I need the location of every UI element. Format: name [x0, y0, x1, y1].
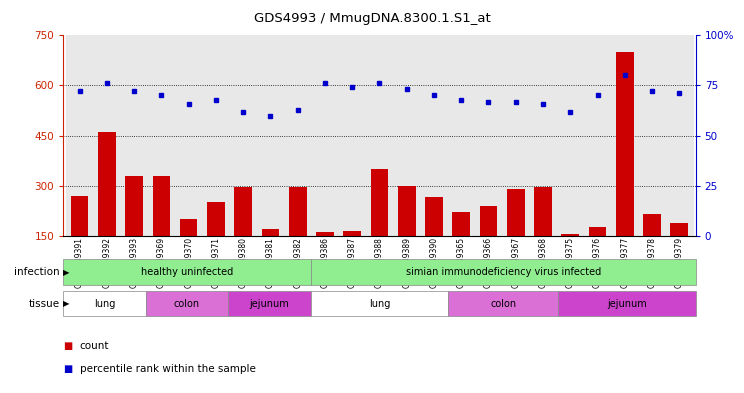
Bar — [63, 259, 311, 285]
Bar — [207, 202, 225, 236]
Text: ■: ■ — [63, 341, 72, 351]
Bar — [66, 35, 93, 236]
Bar — [448, 291, 558, 316]
Text: ■: ■ — [63, 364, 72, 375]
Bar — [316, 232, 334, 236]
Bar — [666, 35, 693, 236]
Bar — [311, 291, 448, 316]
Bar — [146, 291, 228, 316]
Bar — [452, 212, 470, 236]
Text: ▶: ▶ — [62, 299, 69, 308]
Bar — [480, 206, 497, 236]
Bar — [339, 35, 366, 236]
Bar — [311, 35, 339, 236]
Bar — [393, 35, 420, 236]
Text: tissue: tissue — [28, 299, 60, 309]
Bar — [475, 35, 502, 236]
Text: jejunum: jejunum — [607, 299, 647, 309]
Bar — [284, 35, 311, 236]
Bar — [502, 35, 530, 236]
Text: lung: lung — [94, 299, 115, 309]
Text: colon: colon — [490, 299, 516, 309]
Text: colon: colon — [174, 299, 200, 309]
Bar — [643, 214, 661, 236]
Bar — [366, 35, 393, 236]
Bar — [311, 259, 696, 285]
Bar — [611, 35, 638, 236]
Bar — [63, 291, 146, 316]
Bar — [638, 35, 666, 236]
Bar — [530, 35, 557, 236]
Bar — [343, 231, 361, 236]
Bar — [153, 176, 170, 236]
Bar — [228, 291, 311, 316]
Text: GDS4993 / MmugDNA.8300.1.S1_at: GDS4993 / MmugDNA.8300.1.S1_at — [254, 12, 490, 25]
Bar — [557, 35, 584, 236]
Bar — [148, 35, 175, 236]
Bar — [425, 197, 443, 236]
Text: infection: infection — [14, 267, 60, 277]
Bar — [589, 228, 606, 236]
Bar — [616, 52, 634, 236]
Text: ▶: ▶ — [62, 268, 69, 277]
Bar — [584, 35, 611, 236]
Bar — [262, 229, 279, 236]
Text: lung: lung — [369, 299, 390, 309]
Bar — [229, 35, 257, 236]
Text: healthy uninfected: healthy uninfected — [141, 267, 233, 277]
Bar — [121, 35, 148, 236]
Bar — [448, 35, 475, 236]
Bar — [257, 35, 284, 236]
Bar — [507, 189, 525, 236]
Bar — [98, 132, 116, 236]
Text: count: count — [80, 341, 109, 351]
Bar — [558, 291, 696, 316]
Bar — [371, 169, 388, 236]
Bar — [175, 35, 202, 236]
Bar — [670, 223, 688, 236]
Bar — [534, 187, 552, 236]
Text: jejunum: jejunum — [249, 299, 289, 309]
Bar — [398, 185, 416, 236]
Bar — [125, 176, 143, 236]
Text: simian immunodeficiency virus infected: simian immunodeficiency virus infected — [405, 267, 601, 277]
Text: percentile rank within the sample: percentile rank within the sample — [80, 364, 255, 375]
Bar — [180, 219, 197, 236]
Bar — [202, 35, 229, 236]
Bar — [93, 35, 121, 236]
Bar — [420, 35, 448, 236]
Bar — [289, 187, 307, 236]
Bar — [234, 187, 252, 236]
Bar — [562, 234, 579, 236]
Bar — [71, 196, 89, 236]
